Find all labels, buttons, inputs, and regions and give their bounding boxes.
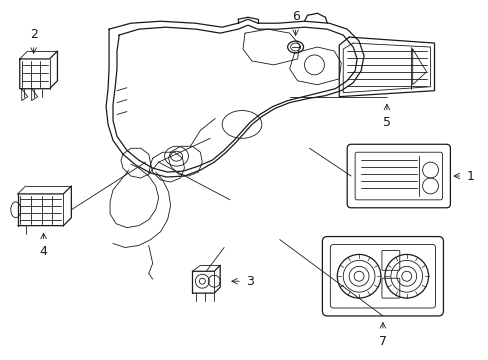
Text: 4: 4 (40, 246, 47, 258)
Text: 1: 1 (466, 170, 473, 183)
Text: 5: 5 (382, 117, 390, 130)
Text: 7: 7 (378, 335, 386, 348)
Text: 3: 3 (245, 275, 253, 288)
Text: 6: 6 (291, 10, 299, 23)
Text: 2: 2 (30, 28, 38, 41)
